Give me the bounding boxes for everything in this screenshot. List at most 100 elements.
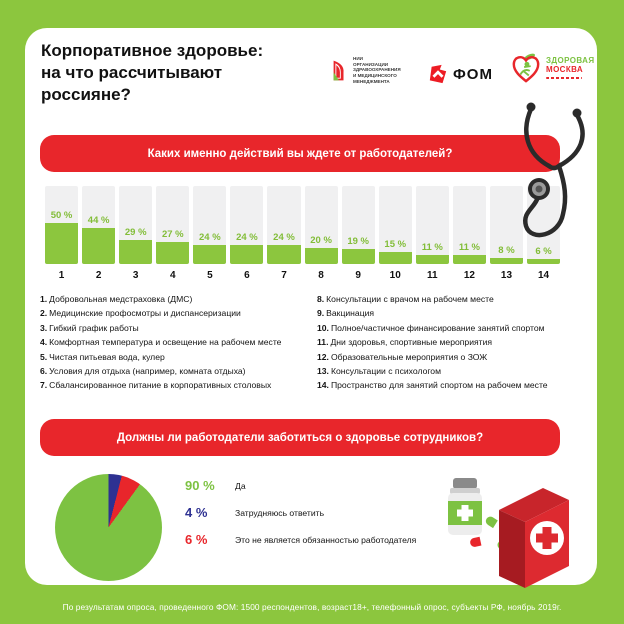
bar-column-2: 44 % 2 xyxy=(82,186,116,281)
bar-track: 20 % xyxy=(304,186,338,264)
zm-logo-tagline xyxy=(546,76,582,79)
bar-value-label: 27 % xyxy=(161,229,184,241)
fom-logo-text: ФОМ xyxy=(453,65,493,83)
legend-item-4: 4. Комфортная температура и освещение на … xyxy=(40,337,282,348)
bar-value-label: 50 % xyxy=(50,210,73,222)
bar-value-label: 24 % xyxy=(273,231,295,243)
bar-value-label: 6 % xyxy=(535,246,552,258)
bar-track: 29 % xyxy=(119,186,153,264)
pie-label: Это не является обязанностью работодател… xyxy=(235,534,417,545)
zdorovaya-moskva-logo-icon xyxy=(512,53,540,83)
question-banner-1: Каких именно действий вы ждете от работо… xyxy=(40,135,560,172)
bar-column-11: 11 % 11 xyxy=(415,186,449,281)
bar-track: 24 % xyxy=(267,186,301,264)
bar-legend-left: 1. Добровольная медстраховка (ДМС) 2. Медиц… xyxy=(40,292,312,393)
bar-fill xyxy=(452,255,486,264)
legend-item-1: 1. Добровольная медстраховка (ДМС) xyxy=(40,294,193,304)
bar-track: 15 % xyxy=(378,186,412,264)
first-aid-kit-icon xyxy=(499,478,569,588)
pie-percent: 6 % xyxy=(185,532,208,547)
bar-value-label: 24 % xyxy=(236,231,258,243)
bar-track: 11 % xyxy=(452,186,486,264)
bar-track: 24 % xyxy=(230,186,264,264)
legend-item-13: 13. Консультации с психологом xyxy=(317,366,441,377)
bar-track: 44 % xyxy=(82,186,116,264)
bar-category-label: 6 xyxy=(244,270,250,281)
bar-category-label: 7 xyxy=(281,270,287,281)
zm-logo-line2: МОСКВА xyxy=(546,65,584,74)
legend-item-12: 12. Образовательные мероприятия о ЗОЖ xyxy=(317,351,488,362)
bar-column-3: 29 % 3 xyxy=(119,186,153,281)
legend-item-8: 8. Консультации с врачом на рабочем месте xyxy=(317,294,494,304)
legend-item-14: 14. Пространство для занятий спортом на р… xyxy=(317,380,548,391)
bar-category-label: 2 xyxy=(95,270,102,281)
legend-item-7: 7. Сбалансированное питание в корпоративн… xyxy=(40,380,272,391)
content-card: Корпоративное здоровье: на что рассчитыв… xyxy=(25,28,597,588)
bar-column-12: 11 % 12 xyxy=(452,186,486,281)
legend-item-2: 2. Медицинские профосмотры и диспансериза… xyxy=(40,308,241,319)
bar-category-label: 12 xyxy=(463,270,475,281)
medical-kit-illustration xyxy=(448,478,569,588)
nii-logo: НИИ организации здравоохранения и медици… xyxy=(330,56,401,85)
bar-category-label: 8 xyxy=(318,270,324,281)
pill-bottle-icon xyxy=(448,478,482,535)
legend-item-10: 10. Полное/частичное финансирование занят… xyxy=(317,322,545,333)
bar-fill xyxy=(527,259,561,264)
survey-source-note: По результатам опроса, проведенного ФОМ:… xyxy=(62,602,562,612)
bar-legend-right: 8. Консультации с врачом на рабочем месте… xyxy=(317,292,589,393)
bar-track: 8 % xyxy=(489,186,524,264)
bar-chart: 50 % 1 44 % 2 29 % 3 27 % 4 24 % 5 24 % 6 24 % 7 20 % 8… xyxy=(45,186,561,281)
bar-fill xyxy=(156,242,190,264)
pie-legend-row-0: 90 % Да xyxy=(185,478,416,493)
bar-fill xyxy=(341,248,375,264)
bar-category-label: 14 xyxy=(537,270,550,281)
bar-fill xyxy=(82,228,116,264)
bar-column-8: 20 % 8 xyxy=(304,186,338,281)
bar-fill xyxy=(119,240,153,264)
bar-column-9: 19 % 9 xyxy=(341,186,375,281)
bar-track: 19 % xyxy=(341,186,375,264)
legend-item-9: 9. Вакцинация xyxy=(317,308,375,319)
question-banner-2: Должны ли работодатели заботиться о здор… xyxy=(40,419,560,456)
bar-category-label: 9 xyxy=(355,270,361,281)
legend-item-11: 11. Дни здоровья, спортивные мероприятия xyxy=(317,337,493,348)
bar-value-label: 29 % xyxy=(124,227,147,239)
bar-column-1: 50 % 1 xyxy=(45,186,79,281)
bar-track: 50 % xyxy=(45,186,79,264)
pie-legend: 90 % Да 4 % Затрудняюсь ответить 6 % Это не я… xyxy=(185,478,416,559)
bar-track: 11 % xyxy=(415,186,449,264)
bar-category-label: 13 xyxy=(500,270,513,281)
bar-fill xyxy=(304,247,338,264)
bar-column-10: 15 % 10 xyxy=(378,186,412,281)
pie-chart xyxy=(55,474,162,581)
bar-column-7: 24 % 7 xyxy=(267,186,301,281)
bar-fill xyxy=(378,251,412,264)
bar-fill xyxy=(489,257,524,264)
bar-fill xyxy=(267,244,301,264)
legend-item-6: 6. Условия для отдыха (например, комната … xyxy=(40,366,246,377)
bar-track: 24 % xyxy=(193,186,227,264)
pie-legend-row-2: 6 % Это не является обязанностью работода… xyxy=(185,532,416,547)
page-title: Корпоративное здоровье: на что рассчитыв… xyxy=(41,41,264,105)
bar-column-13: 8 % 13 xyxy=(489,186,524,281)
bar-fill xyxy=(193,244,227,264)
pie-label: Да xyxy=(235,480,246,491)
nii-logo-text: НИИ организации здравоохранения и медици… xyxy=(353,56,401,84)
bar-category-label: 5 xyxy=(207,270,213,281)
bar-fill xyxy=(45,223,79,264)
stethoscope-icon xyxy=(523,102,585,238)
pie-percent: 4 % xyxy=(185,505,208,520)
bar-fill xyxy=(230,244,264,264)
bar-value-label: 15 % xyxy=(384,238,407,250)
zdorovaya-moskva-logo: ЗДОРОВАЯ МОСКВА xyxy=(511,52,595,84)
bar-column-6: 24 % 6 xyxy=(230,186,264,281)
legend-item-5: 5. Чистая питьевая вода, кулер xyxy=(40,351,165,362)
bar-value-label: 44 % xyxy=(87,215,110,227)
bar-category-label: 3 xyxy=(132,270,139,281)
legend-item-3: 3. Гибкий график работы xyxy=(40,322,139,333)
fom-logo: ФОМ xyxy=(428,64,493,84)
bar-value-label: 11 % xyxy=(421,242,443,254)
nii-logo-icon xyxy=(333,60,344,81)
logos-row: НИИ организации здравоохранения и медици… xyxy=(325,48,594,128)
